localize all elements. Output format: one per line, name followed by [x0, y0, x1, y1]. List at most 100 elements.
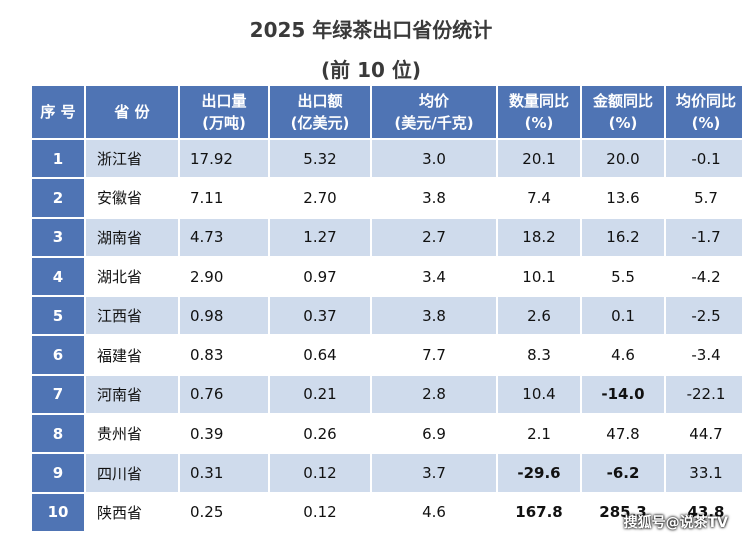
column-header-label: 数量同比: [508, 92, 569, 110]
row-index: 8: [32, 415, 84, 453]
value-cell: 2.70: [270, 179, 370, 217]
province-cell: 贵州省: [86, 415, 178, 453]
table-row: 3 湖南省 4.73 1.27 2.7 18.2 16.2 -1.7: [32, 218, 742, 256]
province-cell: 湖南省: [86, 218, 178, 256]
price-yoy-cell: -3.4: [666, 336, 742, 374]
column-header-label: 出口量: [201, 92, 247, 110]
table-row: 1 浙江省 17.92 5.32 3.0 20.1 20.0 -0.1: [32, 140, 742, 178]
price-cell: 3.7: [372, 454, 496, 492]
column-header-label: 均价同比: [675, 92, 736, 110]
value-yoy-cell: 5.5: [582, 257, 664, 296]
volume-cell: 0.98: [180, 297, 268, 335]
table-row: 8 贵州省 0.39 0.26 6.9 2.1 47.8 44.7: [32, 415, 742, 453]
value-yoy-cell: 13.6: [582, 179, 664, 217]
row-index: 10: [32, 493, 84, 531]
table-row: 10 陕西省 0.25 0.12 4.6 167.8 285.3 43.8: [32, 493, 742, 531]
row-index: 4: [32, 257, 84, 296]
table-subtitle: (前 10 位): [320, 58, 422, 82]
column-header: 均价同比 (%): [666, 86, 742, 138]
price-yoy-cell: -0.1: [666, 140, 742, 178]
column-header-unit: (万吨): [202, 114, 246, 132]
value-yoy-cell: 20.0: [582, 140, 664, 178]
table-row: 7 河南省 0.76 0.21 2.8 10.4 -14.0 -22.1: [32, 375, 742, 414]
row-index: 3: [32, 218, 84, 256]
volume-yoy-cell: 20.1: [498, 140, 580, 178]
price-cell: 2.7: [372, 218, 496, 256]
price-yoy-cell: 5.7: [666, 179, 742, 217]
column-header: 数量同比 (%): [498, 86, 580, 138]
table-row: 9 四川省 0.31 0.12 3.7 -29.6 -6.2 33.1: [32, 454, 742, 492]
value-cell: 0.64: [270, 336, 370, 374]
column-header-unit: (亿美元): [290, 114, 350, 132]
price-yoy-cell: -4.2: [666, 257, 742, 296]
column-header-label: 出口额: [297, 92, 343, 110]
price-cell: 3.8: [372, 297, 496, 335]
volume-yoy-cell: 8.3: [498, 336, 580, 374]
table-title: 2025 年绿茶出口省份统计: [249, 18, 493, 42]
province-cell: 陕西省: [86, 493, 178, 531]
column-header-unit: (美元/千克): [394, 114, 474, 132]
volume-yoy-cell: 2.6: [498, 297, 580, 335]
table-row: 2 安徽省 7.11 2.70 3.8 7.4 13.6 5.7: [32, 179, 742, 217]
province-cell: 浙江省: [86, 140, 178, 178]
volume-cell: 4.73: [180, 218, 268, 256]
value-cell: 1.27: [270, 218, 370, 256]
column-header-label: 均价: [418, 92, 449, 110]
column-header-unit: (%): [608, 114, 638, 132]
volume-yoy-cell: 18.2: [498, 218, 580, 256]
volume-yoy-cell: 2.1: [498, 415, 580, 453]
volume-cell: 0.76: [180, 375, 268, 414]
price-cell: 3.4: [372, 257, 496, 296]
province-cell: 安徽省: [86, 179, 178, 217]
volume-yoy-cell: -29.6: [498, 454, 580, 492]
column-header: 省 份: [86, 86, 178, 138]
volume-cell: 7.11: [180, 179, 268, 217]
province-cell: 江西省: [86, 297, 178, 335]
export-table: 序 号省 份 出口量 (万吨) 出口额 (亿美元) 均价 (美元/千克) 数量同比 (%) 金额同…: [30, 84, 742, 533]
price-cell: 4.6: [372, 493, 496, 531]
value-yoy-cell: 4.6: [582, 336, 664, 374]
row-index: 5: [32, 297, 84, 335]
table-body: 1 浙江省 17.92 5.32 3.0 20.1 20.0 -0.1 2 安徽省 7.11 2.70…: [32, 140, 742, 531]
province-cell: 四川省: [86, 454, 178, 492]
value-cell: 0.12: [270, 454, 370, 492]
table-row: 5 江西省 0.98 0.37 3.8 2.6 0.1 -2.5: [32, 297, 742, 335]
column-header: 均价 (美元/千克): [372, 86, 496, 138]
price-cell: 3.8: [372, 179, 496, 217]
column-header-unit: (%): [524, 114, 554, 132]
price-cell: 3.0: [372, 140, 496, 178]
column-header-unit: (%): [691, 114, 721, 132]
volume-cell: 0.25: [180, 493, 268, 531]
column-header-label: 金额同比: [592, 92, 653, 110]
volume-cell: 17.92: [180, 140, 268, 178]
table-row: 6 福建省 0.83 0.64 7.7 8.3 4.6 -3.4: [32, 336, 742, 374]
price-yoy-cell: -1.7: [666, 218, 742, 256]
value-cell: 0.97: [270, 257, 370, 296]
column-header: 出口额 (亿美元): [270, 86, 370, 138]
value-yoy-cell: 16.2: [582, 218, 664, 256]
value-cell: 0.26: [270, 415, 370, 453]
value-cell: 0.21: [270, 375, 370, 414]
price-yoy-cell: 33.1: [666, 454, 742, 492]
volume-cell: 0.39: [180, 415, 268, 453]
volume-cell: 0.31: [180, 454, 268, 492]
value-yoy-cell: -6.2: [582, 454, 664, 492]
value-yoy-cell: 0.1: [582, 297, 664, 335]
volume-yoy-cell: 7.4: [498, 179, 580, 217]
volume-cell: 2.90: [180, 257, 268, 296]
price-yoy-cell: 44.7: [666, 415, 742, 453]
province-cell: 河南省: [86, 375, 178, 414]
row-index: 9: [32, 454, 84, 492]
volume-yoy-cell: 10.4: [498, 375, 580, 414]
column-header: 序 号: [32, 86, 84, 138]
province-cell: 福建省: [86, 336, 178, 374]
table-row: 4 湖北省 2.90 0.97 3.4 10.1 5.5 -4.2: [32, 257, 742, 296]
volume-cell: 0.83: [180, 336, 268, 374]
row-index: 7: [32, 375, 84, 414]
row-index: 6: [32, 336, 84, 374]
column-header: 出口量 (万吨): [180, 86, 268, 138]
price-yoy-cell: -22.1: [666, 375, 742, 414]
value-yoy-cell: 47.8: [582, 415, 664, 453]
price-cell: 2.8: [372, 375, 496, 414]
watermark: 搜狐号@说茶TV: [623, 515, 728, 531]
